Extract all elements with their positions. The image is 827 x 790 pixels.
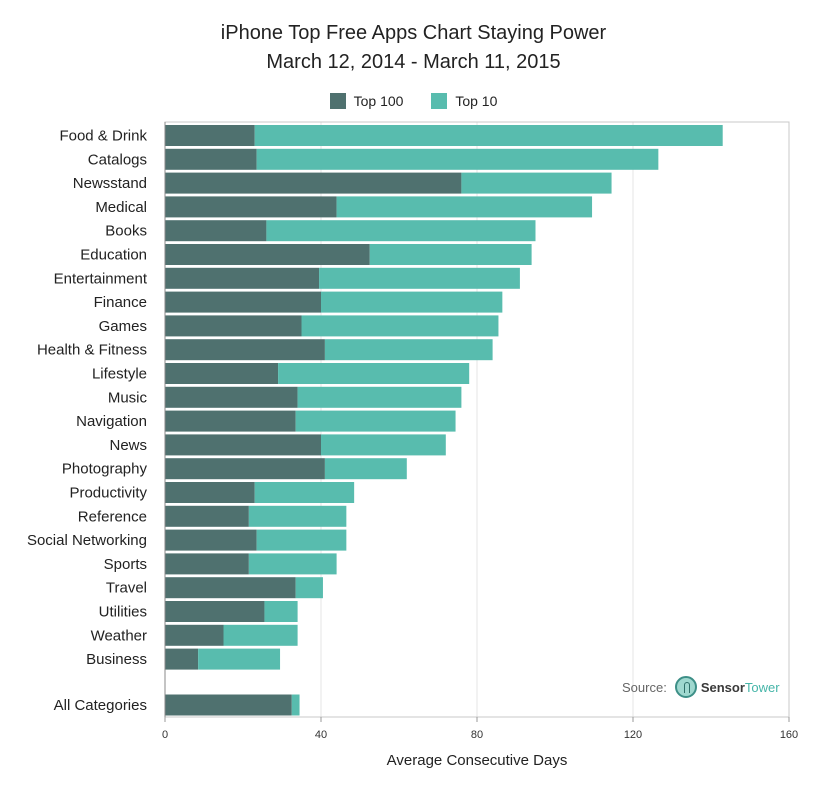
legend-item-top100[interactable]: Top 100 (329, 93, 404, 109)
legend-label-top10: Top 10 (455, 93, 498, 109)
bar-top100-18 (165, 553, 249, 575)
category-label-20: Utilities (99, 604, 147, 621)
category-label-7: Finance (94, 294, 147, 311)
category-label-15: Productivity (69, 485, 147, 502)
bar-top100-20 (165, 601, 265, 622)
bar-top100-0 (165, 125, 255, 146)
bar-top100-4 (165, 220, 267, 242)
bar-top100-17 (165, 529, 257, 551)
category-label-14: Photography (62, 461, 148, 478)
category-label-19: Travel (106, 580, 147, 597)
category-label-16: Reference (78, 508, 147, 525)
category-label-10: Lifestyle (92, 366, 147, 383)
source-label: Source: (622, 679, 667, 695)
bar-top10-4 (266, 220, 536, 242)
bar-top100-14 (165, 458, 325, 480)
bar-top100-8 (165, 315, 302, 337)
bar-top100-23 (165, 694, 292, 716)
source-credit: Source: Sensor Tower (622, 676, 780, 698)
bar-top100-22 (165, 648, 199, 670)
bar-top10-8 (301, 315, 499, 337)
category-label-12: Navigation (76, 413, 147, 430)
category-label-18: Sports (104, 556, 147, 573)
bar-top10-3 (336, 196, 593, 218)
category-label-9: Health & Fitness (37, 342, 147, 359)
bar-top10-17 (256, 529, 347, 551)
category-label-1: Catalogs (88, 151, 147, 168)
bar-top100-19 (165, 577, 296, 599)
legend-label-top100: Top 100 (353, 93, 404, 109)
category-label-2: Newsstand (73, 175, 147, 192)
category-label-22: Business (86, 651, 147, 668)
x-tick-label-3: 120 (624, 729, 642, 741)
bar-top10-23 (291, 694, 300, 716)
bar-top100-7 (165, 291, 321, 313)
bar-top10-15 (254, 482, 355, 503)
category-label-0: Food & Drink (59, 128, 147, 145)
legend: Top 100 Top 10 (0, 93, 827, 112)
bar-top10-11 (297, 386, 462, 408)
category-label-11: Music (108, 389, 148, 406)
bar-top10-1 (256, 148, 659, 170)
legend-swatch-top10 (431, 93, 448, 109)
sensor-tower-logo-icon (674, 676, 697, 698)
bar-top10-16 (248, 505, 347, 527)
x-tick-label-4: 160 (780, 729, 798, 741)
bar-top10-19 (295, 577, 323, 599)
bar-top10-5 (369, 244, 532, 265)
bar-top100-10 (165, 363, 279, 384)
bar-top10-6 (319, 267, 520, 289)
brand-name-part-2: Tower (744, 679, 780, 695)
chart-title: iPhone Top Free Apps Chart Staying Power (220, 22, 607, 44)
brand-name-part-1: Sensor (700, 679, 745, 695)
category-label-17: Social Networking (27, 532, 147, 549)
bar-top10-12 (295, 410, 456, 432)
category-label-4: Books (105, 223, 147, 240)
bar-top100-13 (165, 434, 321, 456)
category-label-8: Games (99, 318, 147, 335)
x-tick-label-1: 40 (315, 729, 327, 741)
category-label-13: News (109, 437, 147, 454)
bar-top10-9 (324, 339, 493, 361)
x-tick-label-0: 0 (162, 729, 168, 741)
legend-swatch-top100 (329, 93, 346, 109)
bar-top10-10 (278, 363, 470, 384)
chart-subtitle: March 12, 2014 - March 11, 2015 (266, 51, 561, 73)
bar-top10-0 (254, 125, 723, 146)
bar-top100-12 (165, 410, 296, 432)
bar-top100-6 (165, 267, 320, 289)
category-label-23: All Categories (54, 697, 147, 714)
bar-top10-20 (264, 601, 298, 622)
bar-top100-16 (165, 505, 249, 527)
bar-top100-2 (165, 172, 462, 194)
bar-top10-2 (461, 172, 612, 194)
bar-top100-5 (165, 244, 370, 265)
bar-top100-15 (165, 482, 255, 503)
category-label-6: Entertainment (54, 270, 148, 287)
bar-top10-21 (223, 624, 298, 646)
bar-top10-13 (321, 434, 446, 456)
bar-top10-7 (321, 291, 503, 313)
bar-top100-3 (165, 196, 337, 218)
bar-top10-14 (324, 458, 407, 480)
x-axis-label: Average Consecutive Days (387, 752, 568, 769)
bar-top100-11 (165, 386, 298, 408)
bar-top100-21 (165, 624, 224, 646)
bar-top10-18 (248, 553, 337, 575)
bar-top100-9 (165, 339, 325, 361)
category-label-5: Education (80, 247, 147, 264)
bar-top10-22 (198, 648, 281, 670)
x-tick-label-2: 80 (471, 729, 483, 741)
category-label-3: Medical (95, 199, 147, 216)
bar-top100-1 (165, 148, 257, 170)
legend-item-top10[interactable]: Top 10 (431, 93, 497, 109)
category-label-21: Weather (91, 627, 147, 644)
